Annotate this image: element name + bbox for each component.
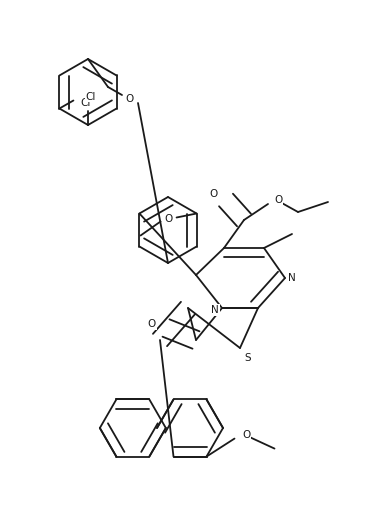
Text: O: O — [243, 430, 251, 439]
Text: N: N — [288, 273, 296, 283]
Text: O: O — [148, 319, 156, 329]
Text: O: O — [164, 214, 173, 225]
Text: O: O — [126, 94, 134, 104]
Text: O: O — [210, 189, 218, 199]
Text: N: N — [211, 305, 219, 315]
Text: Cl: Cl — [81, 98, 91, 108]
Text: O: O — [274, 195, 282, 205]
Text: S: S — [244, 353, 251, 363]
Text: Cl: Cl — [85, 91, 96, 101]
